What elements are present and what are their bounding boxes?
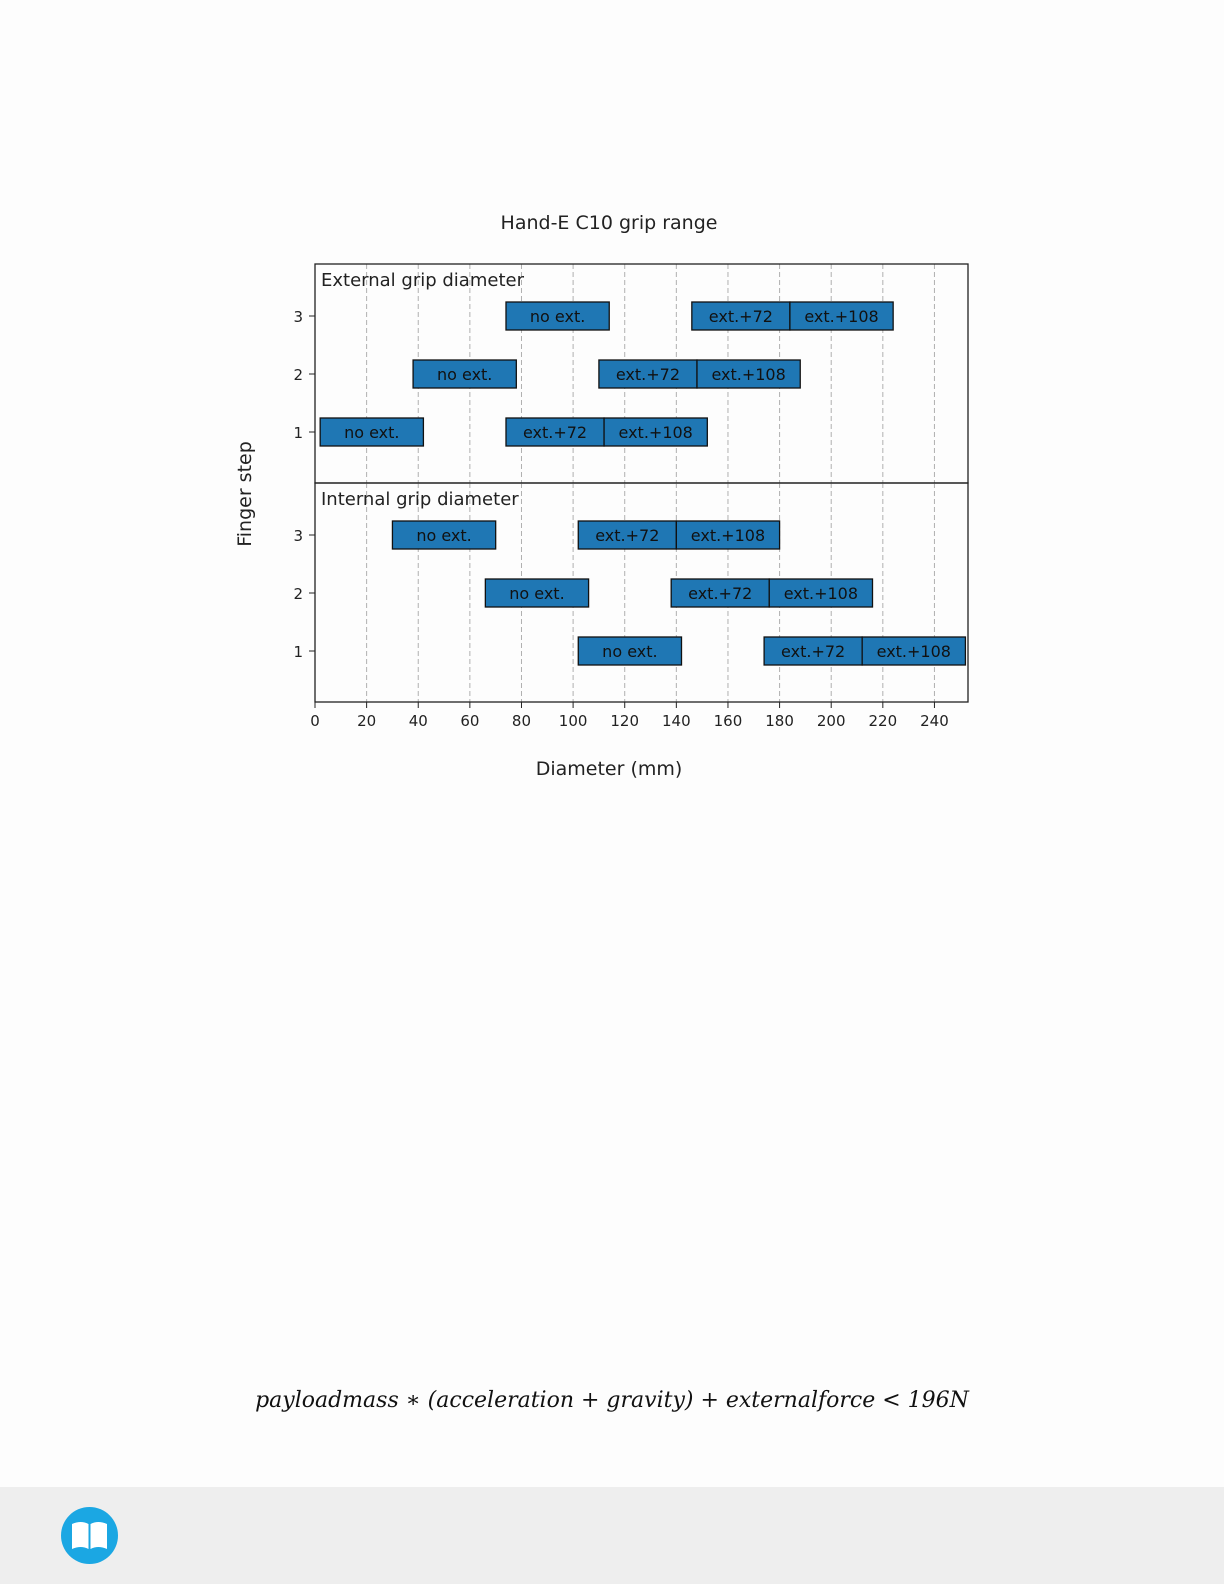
range-bar [577, 520, 677, 550]
bar-label: ext.+72 [781, 642, 845, 661]
x-tick-label: 20 [357, 712, 376, 730]
range-bar [696, 359, 801, 389]
panel-label: External grip diameter [321, 270, 525, 291]
bar-label: ext.+72 [688, 584, 752, 603]
bar-label: ext.+72 [523, 423, 587, 442]
range-bar [484, 578, 590, 608]
bar-label: no ext. [602, 642, 657, 661]
y-tick-label: 3 [293, 308, 303, 326]
range-bar [691, 301, 791, 331]
bar-label: ext.+72 [595, 526, 659, 545]
range-bar [577, 636, 683, 666]
book-icon[interactable] [61, 1507, 118, 1564]
x-tick-label: 160 [714, 712, 743, 730]
x-tick-label: 140 [662, 712, 691, 730]
y-tick-label: 3 [293, 527, 303, 545]
x-tick-label: 240 [920, 712, 949, 730]
y-tick-label: 2 [293, 366, 303, 384]
y-tick-label: 2 [293, 585, 303, 603]
x-tick-label: 180 [765, 712, 794, 730]
x-tick-label: 80 [512, 712, 531, 730]
x-tick-label: 120 [610, 712, 639, 730]
bar-label: ext.+108 [619, 423, 693, 442]
range-bar [675, 520, 781, 550]
panel-label: Internal grip diameter [321, 489, 519, 510]
x-tick-label: 60 [460, 712, 479, 730]
range-bar [391, 520, 497, 550]
x-tick-label: 100 [559, 712, 588, 730]
bar-label: ext.+108 [711, 365, 785, 384]
panel-frame [314, 482, 969, 703]
bar-label: ext.+72 [709, 307, 773, 326]
x-tick-label: 200 [817, 712, 846, 730]
range-bar [598, 359, 698, 389]
page-footer [0, 1487, 1224, 1584]
range-bar [505, 417, 605, 447]
bar-label: ext.+108 [784, 584, 858, 603]
bar-label: no ext. [416, 526, 471, 545]
payload-formula: payloadmass ∗ (acceleration + gravity) +… [255, 1388, 969, 1413]
chart-title: Hand-E C10 grip range [501, 212, 718, 234]
x-axis-label: Diameter (mm) [536, 758, 683, 780]
range-bar [505, 301, 610, 331]
y-tick-label: 1 [293, 643, 303, 661]
range-bar [603, 417, 708, 447]
x-tick-label: 0 [310, 712, 320, 730]
bar-label: ext.+72 [616, 365, 680, 384]
range-bar [861, 636, 967, 666]
bar-label: ext.+108 [804, 307, 878, 326]
x-tick-label: 220 [869, 712, 898, 730]
range-bar [768, 578, 874, 608]
x-tick-label: 40 [409, 712, 428, 730]
range-bar [319, 417, 425, 447]
bar-label: no ext. [344, 423, 399, 442]
bar-label: ext.+108 [877, 642, 951, 661]
y-tick-label: 1 [293, 424, 303, 442]
bar-label: no ext. [509, 584, 564, 603]
bar-label: no ext. [530, 307, 585, 326]
range-bar [670, 578, 770, 608]
range-bar [789, 301, 894, 331]
y-axis-label: Finger step [234, 441, 256, 547]
bar-label: ext.+108 [691, 526, 765, 545]
bar-label: no ext. [437, 365, 492, 384]
range-bar [412, 359, 517, 389]
